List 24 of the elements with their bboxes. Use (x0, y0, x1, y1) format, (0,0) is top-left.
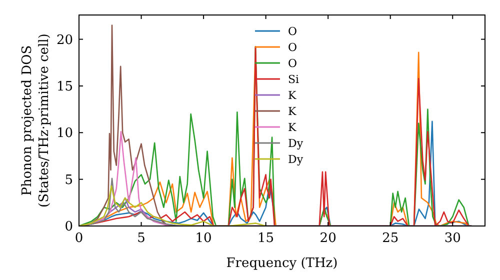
x-tick-label: 25 (382, 231, 399, 246)
y-tick-label: 15 (56, 79, 73, 94)
y-tick-label: 0 (64, 220, 73, 234)
legend-label: K (288, 105, 297, 118)
legend-label: K (288, 89, 297, 102)
x-tick-label: 0 (74, 231, 84, 246)
x-axis-title: Frequency (THz) (226, 256, 338, 271)
x-tick-label: 5 (137, 231, 146, 246)
y-tick-label: 20 (56, 32, 73, 48)
x-tick-label: 10 (195, 231, 212, 246)
legend-label: O (288, 57, 298, 70)
y-tick-label: 10 (56, 126, 73, 142)
line-series (79, 185, 266, 226)
x-tick-label: 20 (320, 231, 336, 246)
y-tick-label: 5 (64, 172, 73, 188)
legend-label: Si (288, 73, 300, 86)
legend-label: Dy (288, 153, 304, 166)
y-axis-title: Phonon projected DOS (States/THz·primitive cell) (20, 33, 52, 208)
x-tick-label: 30 (444, 231, 461, 246)
legend-label: K (288, 121, 297, 134)
legend-label: O (288, 25, 298, 38)
x-tick-label: 15 (258, 231, 274, 246)
legend-label: O (288, 41, 298, 54)
legend-label: Dy (288, 137, 304, 150)
